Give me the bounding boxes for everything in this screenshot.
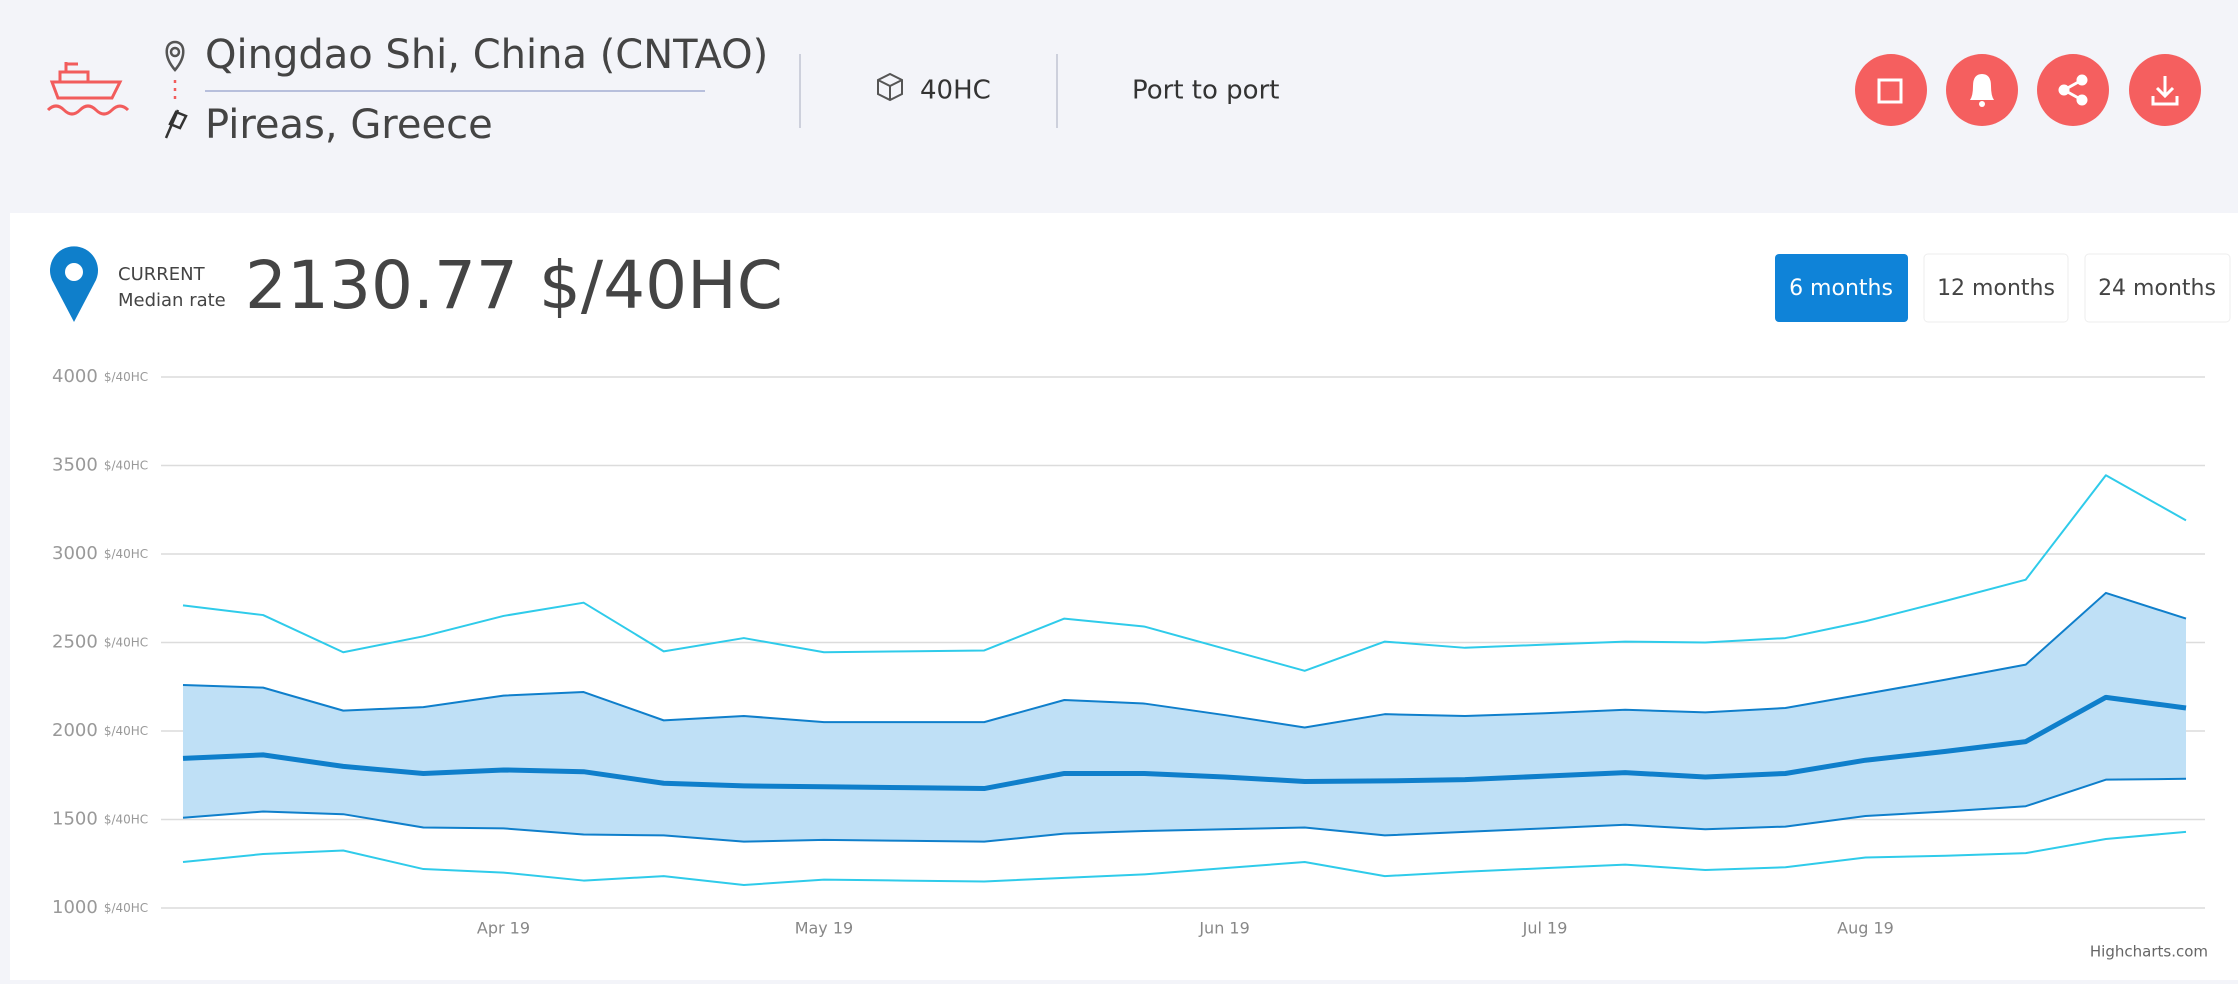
- x-tick-label: May 19: [795, 919, 854, 938]
- summary-label: CURRENT: [118, 264, 206, 285]
- service-type: Port to port: [1132, 76, 1279, 106]
- plot: 1000 $/40HC 1500 $/40HC 2000 $/40HC 2500 $/40HC…: [52, 366, 2205, 938]
- y-tick-label: 3500 $/40HC: [52, 455, 148, 476]
- destination: Pireas, Greece: [205, 102, 493, 148]
- y-tick-value: 3500: [52, 455, 98, 476]
- y-tick-unit: $/40HC: [104, 724, 148, 738]
- alert-button[interactable]: [1946, 54, 2018, 126]
- destination-icon: [164, 109, 188, 139]
- y-tick-unit: $/40HC: [104, 901, 148, 915]
- series-line: [182, 830, 2187, 886]
- y-tick-label: 4000 $/40HC: [52, 366, 148, 387]
- container-type: 40HC: [920, 76, 991, 106]
- range-button[interactable]: 24 months: [2084, 253, 2231, 323]
- y-tick-unit: $/40HC: [104, 458, 148, 472]
- y-tick-value: 2500: [52, 632, 98, 653]
- origin-icon: [165, 40, 185, 102]
- y-tick-value: 1000: [52, 897, 98, 918]
- y-tick-label: 2000 $/40HC: [52, 720, 148, 741]
- range-button-label[interactable]: 24 months: [2098, 276, 2216, 301]
- origin: Qingdao Shi, China (CNTAO): [205, 32, 768, 78]
- edit-button[interactable]: [1855, 54, 1927, 126]
- x-tick-label: Jun 19: [1198, 919, 1249, 938]
- series-line: [182, 694, 2187, 792]
- y-tick-label: 3000 $/40HC: [52, 543, 148, 564]
- y-tick-label: 1000 $/40HC: [52, 897, 148, 918]
- download-button[interactable]: [2129, 54, 2201, 126]
- y-tick-unit: $/40HC: [104, 370, 148, 384]
- range-band: [183, 592, 2186, 842]
- y-tick-label: 2500 $/40HC: [52, 632, 148, 653]
- y-tick-value: 2000: [52, 720, 98, 741]
- x-tick-label: Apr 19: [477, 919, 530, 938]
- pin-icon: [50, 246, 98, 322]
- y-tick-value: 4000: [52, 366, 98, 387]
- y-tick-unit: $/40HC: [104, 547, 148, 561]
- series-line: [182, 474, 2187, 672]
- summary-label: Median rate: [118, 290, 226, 311]
- range-button[interactable]: 6 months: [1775, 254, 1908, 322]
- x-tick-label: Jul 19: [1522, 919, 1568, 938]
- chart-card: [10, 213, 2238, 980]
- summary-value: 2130.77 $/40HC: [245, 247, 783, 324]
- y-tick-unit: $/40HC: [104, 812, 148, 826]
- ship-icon: [46, 62, 130, 116]
- credit: Highcharts.com: [2090, 943, 2208, 961]
- y-tick-unit: $/40HC: [104, 635, 148, 649]
- series-line: [182, 591, 2187, 729]
- container-icon: [877, 72, 903, 102]
- series-line: [182, 777, 2187, 843]
- y-tick-value: 3000: [52, 543, 98, 564]
- y-tick-label: 1500 $/40HC: [52, 809, 148, 830]
- range-button[interactable]: 12 months: [1923, 253, 2069, 323]
- range-button-label[interactable]: 6 months: [1789, 276, 1893, 301]
- y-tick-value: 1500: [52, 809, 98, 830]
- range-button-label[interactable]: 12 months: [1937, 276, 2055, 301]
- share-button[interactable]: [2037, 54, 2109, 126]
- x-tick-label: Aug 19: [1837, 919, 1894, 938]
